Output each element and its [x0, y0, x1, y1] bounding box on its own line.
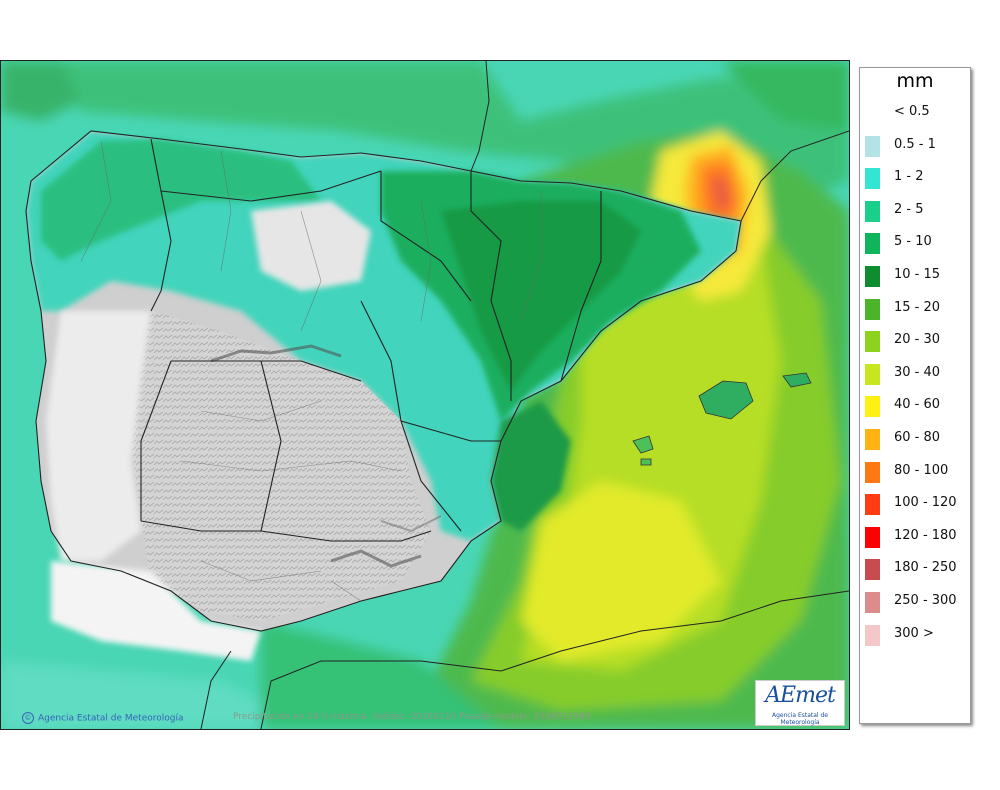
- legend-entry: 5 - 10: [864, 230, 968, 255]
- legend-label: 20 - 30: [894, 332, 941, 348]
- legend-swatch: [865, 429, 880, 450]
- iberian-peninsula: [26, 131, 741, 661]
- legend-label: 2 - 5: [894, 201, 924, 217]
- legend-entry: 40 - 60: [864, 393, 968, 418]
- legend-swatch: [865, 233, 880, 255]
- legend-swatch: [865, 526, 880, 548]
- legend-entry: 80 - 100: [864, 459, 968, 483]
- legend-label: 10 - 15: [894, 267, 941, 282]
- legend-swatch: [865, 624, 880, 646]
- legend-entry: 2 - 5: [864, 198, 968, 222]
- legend-label: 300 >: [894, 625, 934, 641]
- legend-swatch: [865, 396, 880, 418]
- legend-entry: 1 - 2: [864, 165, 968, 190]
- logo-subtitle: Agencia Estatal de Meteorología: [771, 712, 828, 726]
- legend-entry: < 0.5: [864, 100, 968, 124]
- legend-entry: 180 - 250: [864, 556, 968, 581]
- legend-swatch: [865, 103, 880, 124]
- legend-label: 250 - 300: [894, 593, 957, 608]
- credit-text: © Agencia Estatal de Meteorología: [22, 712, 184, 724]
- legend-label: 5 - 10: [894, 234, 932, 250]
- legend-entry: 60 - 80: [864, 426, 968, 450]
- province-borders: [80, 140, 542, 602]
- legend-entry: 300 >: [864, 622, 968, 646]
- legend-label: 80 - 100: [894, 462, 949, 478]
- map-canvas: [1, 61, 849, 729]
- legend-swatch: [865, 200, 880, 222]
- logo-wordmark: AEmet: [765, 683, 836, 708]
- legend-label: 30 - 40: [894, 364, 941, 380]
- legend-swatch: [865, 592, 880, 613]
- legend-entry: 30 - 40: [864, 361, 968, 385]
- legend-swatch: [865, 135, 880, 157]
- precipitation-legend: mm < 0.5 0.5 - 1 1 - 2 2 - 5 5 - 10 10 - 15 15…: [859, 67, 971, 724]
- legend-label: 120 - 180: [894, 527, 957, 543]
- legend-swatch: [865, 559, 880, 581]
- legend-label: 40 - 60: [894, 397, 941, 413]
- legend-label: 0.5 - 1: [894, 136, 936, 152]
- legend-entry: 10 - 15: [864, 263, 968, 287]
- legend-label: 1 - 2: [894, 169, 924, 185]
- legend-label: 180 - 250: [894, 560, 957, 576]
- legend-swatch: [865, 331, 880, 353]
- legend-label: 60 - 80: [894, 430, 941, 445]
- credit-label: Agencia Estatal de Meteorología: [38, 713, 184, 724]
- legend-entry: 100 - 120: [864, 491, 968, 516]
- region-borders: [25, 130, 742, 632]
- legend-entry: 120 - 180: [864, 524, 968, 548]
- map-caption: Precipitación en 24 h máxima. Validez: 2…: [233, 712, 591, 722]
- aemet-logo: AEmet Agencia Estatal de Meteorología: [755, 680, 845, 726]
- legend-label: 15 - 20: [894, 299, 941, 315]
- legend-swatch: [865, 461, 880, 483]
- legend-entry: 20 - 30: [864, 328, 968, 353]
- legend-swatch: [865, 266, 880, 287]
- neighbor-coastlines: [200, 61, 849, 729]
- legend-label: < 0.5: [894, 104, 930, 119]
- copyright-icon: ©: [22, 712, 34, 724]
- legend-swatch: [865, 494, 880, 516]
- legend-entry: 0.5 - 1: [864, 133, 968, 157]
- legend-swatch: [865, 298, 880, 320]
- balearic-islands: [632, 372, 812, 466]
- legend-entry: 15 - 20: [864, 296, 968, 320]
- legend-unit: mm: [896, 70, 934, 92]
- precipitation-map: [0, 60, 850, 730]
- legend-label: 100 - 120: [894, 495, 957, 511]
- legend-swatch: [865, 363, 880, 385]
- legend-swatch: [865, 168, 880, 190]
- legend-entry: 250 - 300: [864, 589, 968, 613]
